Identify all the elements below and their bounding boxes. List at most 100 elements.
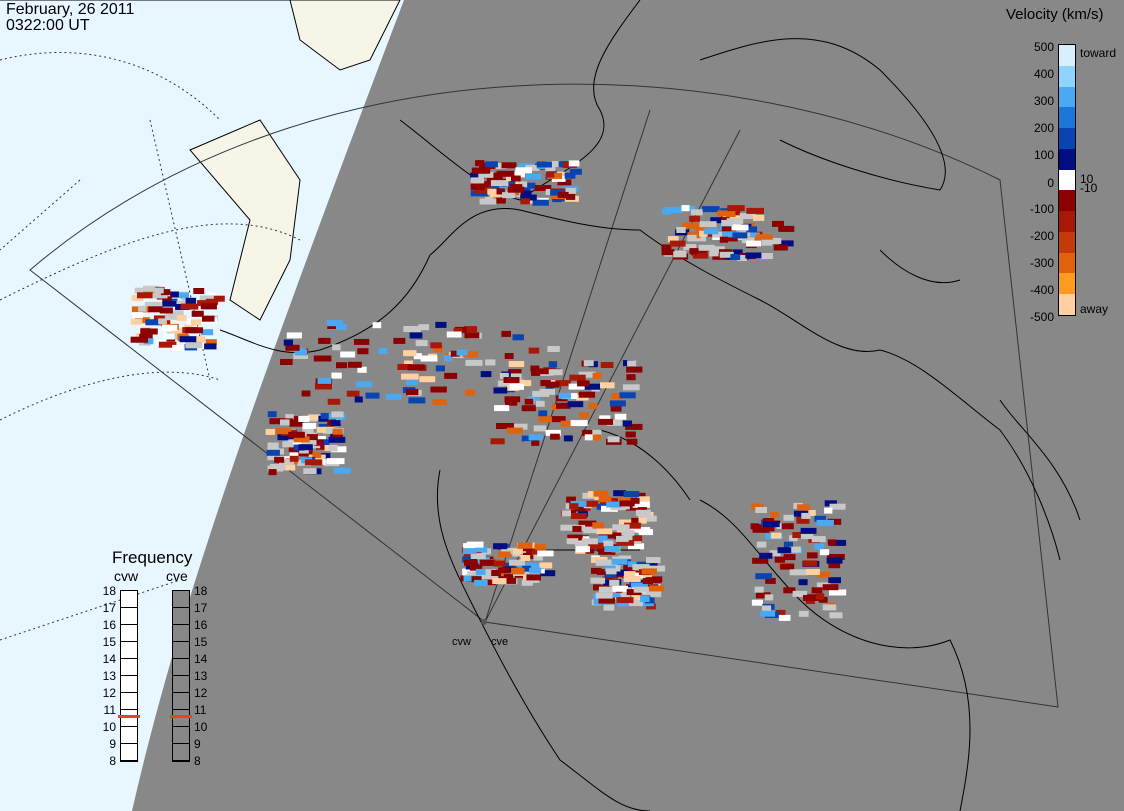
scatter-cell xyxy=(502,192,516,199)
scatter-cell xyxy=(521,435,534,442)
scatter-cell xyxy=(649,585,664,592)
scatter-cell xyxy=(419,376,436,383)
scatter-cell xyxy=(475,160,485,167)
scatter-cell xyxy=(599,559,618,566)
scatter-cell xyxy=(600,362,614,368)
scatter-cell xyxy=(605,568,617,575)
scatter-cell xyxy=(739,213,756,220)
scatter-cell xyxy=(275,428,292,435)
colorbar-segment xyxy=(1059,107,1075,129)
scatter-cell xyxy=(721,226,737,233)
scatter-cell xyxy=(146,328,158,335)
scatter-cell xyxy=(496,197,506,204)
frequency-level-label: 18 xyxy=(194,584,208,598)
scatter-cell xyxy=(548,361,558,368)
frequency-level-label: 14 xyxy=(194,652,208,666)
scatter-cell xyxy=(501,330,511,337)
scatter-cell xyxy=(665,207,683,214)
scatter-cell xyxy=(470,177,485,184)
scatter-cell xyxy=(462,351,479,358)
scatter-cell xyxy=(800,533,814,540)
scatter-cell xyxy=(485,359,496,366)
scatter-cell xyxy=(625,423,643,430)
scatter-cell xyxy=(420,355,438,362)
scatter-cell xyxy=(143,338,154,345)
scatter-cell xyxy=(561,510,571,517)
scatter-cell xyxy=(805,569,820,575)
frequency-level-label: 16 xyxy=(194,618,208,632)
scatter-cell xyxy=(800,527,817,534)
scatter-cell xyxy=(401,373,419,380)
scatter-cell xyxy=(814,515,826,522)
scatter-cell xyxy=(626,438,638,445)
scatter-cell xyxy=(314,439,324,446)
scatter-cell xyxy=(635,509,651,516)
scatter-cell xyxy=(781,523,794,530)
scatter-cell xyxy=(780,563,795,570)
scatter-cell xyxy=(667,236,679,243)
scatter-cell xyxy=(520,555,531,561)
scatter-cell xyxy=(598,490,609,497)
scatter-cell xyxy=(267,411,277,418)
scatter-cell xyxy=(737,255,747,261)
frequency-gridline xyxy=(172,726,189,727)
scatter-cell xyxy=(315,435,326,442)
colorbar-segment xyxy=(1059,294,1075,315)
scatter-cell xyxy=(409,332,423,339)
scatter-cell xyxy=(298,416,310,422)
scatter-cell xyxy=(619,500,635,507)
colorbar-segment xyxy=(1059,65,1075,87)
scatter-cell xyxy=(191,310,204,317)
scatter-cell xyxy=(265,428,276,435)
frequency-level-label: 14 xyxy=(102,652,116,666)
scatter-cell xyxy=(503,562,514,569)
scatter-cell xyxy=(560,420,575,427)
scatter-cell xyxy=(676,227,686,233)
scatter-cell xyxy=(765,238,782,244)
scatter-cell xyxy=(470,553,486,560)
scatter-cell xyxy=(304,459,323,466)
scatter-cell xyxy=(568,383,585,390)
scatter-cell xyxy=(170,291,179,298)
time-label: 0322:00 UT xyxy=(6,17,90,34)
scatter-cell xyxy=(193,288,205,294)
frequency-level-label: 18 xyxy=(102,584,116,598)
scatter-cell xyxy=(466,541,484,548)
frequency-scale xyxy=(172,590,190,762)
scatter-cell xyxy=(298,444,313,451)
scatter-cell xyxy=(616,535,629,542)
radar-site-label: cve xyxy=(491,636,508,648)
frequency-level-label: 12 xyxy=(194,686,208,700)
scatter-cell xyxy=(603,604,615,611)
scatter-cell xyxy=(532,390,550,397)
scatter-cell xyxy=(480,181,498,188)
scatter-cell xyxy=(330,420,341,426)
scatter-cell xyxy=(703,228,719,235)
scatter-cell xyxy=(807,510,816,516)
scatter-cell xyxy=(689,248,699,255)
scatter-cell xyxy=(435,321,447,328)
scatter-cell xyxy=(302,427,314,433)
scatter-cell xyxy=(385,393,402,400)
scatter-cell xyxy=(661,244,672,251)
scatter-cell xyxy=(479,559,496,566)
scatter-cell xyxy=(552,196,562,203)
scatter-cell xyxy=(824,507,833,514)
scatter-cell xyxy=(471,576,482,583)
scatter-cell xyxy=(336,362,348,369)
scatter-cell xyxy=(492,578,507,585)
scatter-cell xyxy=(710,217,723,224)
colorbar-tick-label: 0 xyxy=(1047,176,1054,190)
scatter-cell xyxy=(783,587,796,594)
scatter-cell xyxy=(692,252,709,259)
scatter-cell xyxy=(618,496,635,503)
scatter-cell xyxy=(169,300,186,307)
scatter-cell xyxy=(638,517,647,524)
scatter-cell xyxy=(609,579,620,586)
scatter-cell xyxy=(318,337,331,344)
scatter-cell xyxy=(204,343,217,350)
scatter-cell xyxy=(328,436,346,443)
scatter-cell xyxy=(630,526,640,533)
scatter-cell xyxy=(185,342,203,349)
scatter-cell xyxy=(772,220,784,227)
